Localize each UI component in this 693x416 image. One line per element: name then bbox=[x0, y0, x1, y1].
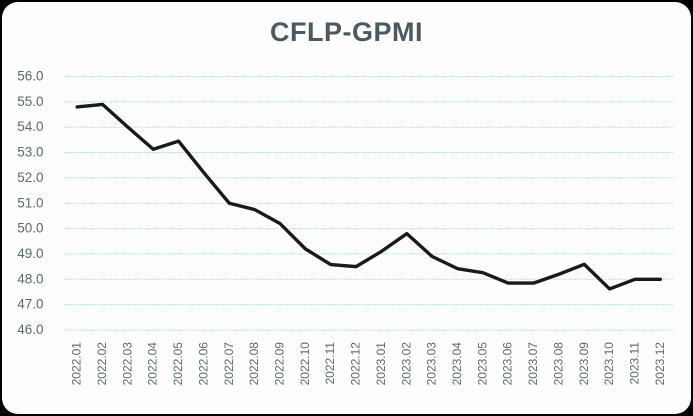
svg-text:2023.10: 2023.10 bbox=[602, 342, 616, 386]
svg-text:2022.12: 2022.12 bbox=[349, 342, 363, 386]
svg-text:2022.07: 2022.07 bbox=[222, 342, 236, 386]
svg-text:2023.01: 2023.01 bbox=[374, 342, 388, 386]
svg-text:2022.09: 2022.09 bbox=[273, 342, 287, 386]
svg-text:52.0: 52.0 bbox=[17, 170, 43, 185]
svg-text:2022.06: 2022.06 bbox=[196, 342, 210, 386]
svg-text:51.0: 51.0 bbox=[17, 195, 43, 210]
svg-text:53.0: 53.0 bbox=[17, 145, 43, 160]
svg-text:2022.08: 2022.08 bbox=[247, 342, 261, 386]
svg-text:47.0: 47.0 bbox=[17, 297, 43, 312]
svg-text:2023.04: 2023.04 bbox=[450, 342, 464, 386]
svg-text:55.0: 55.0 bbox=[17, 94, 43, 109]
svg-text:2022.04: 2022.04 bbox=[146, 342, 160, 386]
svg-text:46.0: 46.0 bbox=[17, 322, 43, 337]
svg-text:2022.01: 2022.01 bbox=[70, 342, 84, 386]
svg-text:2022.05: 2022.05 bbox=[171, 342, 185, 386]
svg-text:2023.07: 2023.07 bbox=[526, 342, 540, 386]
svg-text:2023.02: 2023.02 bbox=[399, 342, 413, 386]
svg-text:2023.11: 2023.11 bbox=[627, 342, 641, 385]
svg-text:2023.08: 2023.08 bbox=[551, 342, 565, 386]
svg-text:2023.12: 2023.12 bbox=[653, 342, 667, 386]
svg-text:54.0: 54.0 bbox=[17, 119, 43, 134]
svg-text:2022.11: 2022.11 bbox=[323, 342, 337, 385]
svg-text:48.0: 48.0 bbox=[17, 271, 43, 286]
svg-text:56.0: 56.0 bbox=[17, 69, 43, 84]
svg-text:2022.03: 2022.03 bbox=[120, 342, 134, 386]
svg-text:2022.10: 2022.10 bbox=[298, 342, 312, 386]
svg-text:2023.03: 2023.03 bbox=[425, 342, 439, 386]
svg-text:49.0: 49.0 bbox=[17, 246, 43, 261]
svg-text:2023.09: 2023.09 bbox=[577, 342, 591, 386]
svg-text:2023.06: 2023.06 bbox=[501, 342, 515, 386]
svg-text:2022.02: 2022.02 bbox=[95, 342, 109, 386]
svg-text:50.0: 50.0 bbox=[17, 221, 43, 236]
svg-text:2023.05: 2023.05 bbox=[475, 342, 489, 386]
